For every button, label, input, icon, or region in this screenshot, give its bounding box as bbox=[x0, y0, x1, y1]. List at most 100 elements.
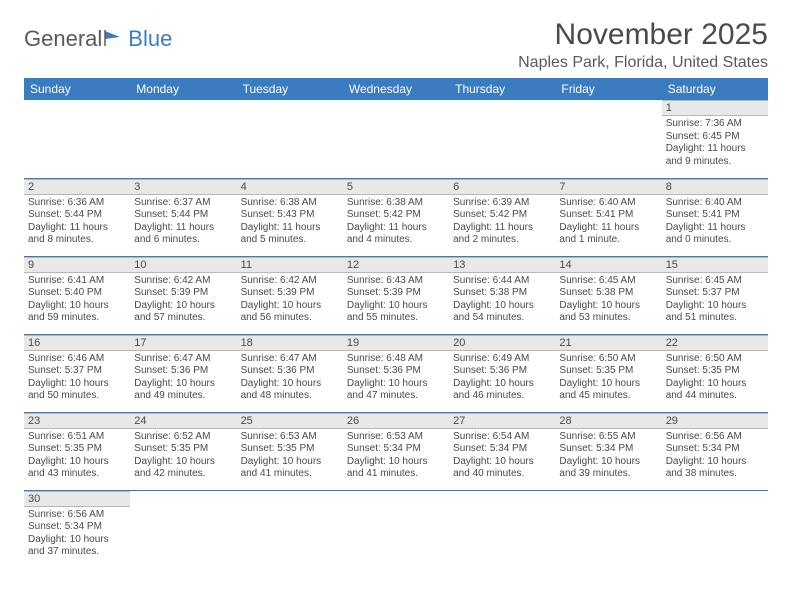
day-details: Sunrise: 6:44 AMSunset: 5:38 PMDaylight:… bbox=[449, 273, 555, 329]
sunset-line: Sunset: 5:35 PM bbox=[241, 443, 339, 456]
sunset-line: Sunset: 5:37 PM bbox=[666, 287, 764, 300]
calendar-day-cell bbox=[343, 490, 449, 568]
sunrise-line: Sunrise: 6:53 AM bbox=[347, 431, 445, 444]
day-number: 5 bbox=[343, 179, 449, 195]
sunset-line: Sunset: 5:37 PM bbox=[28, 365, 126, 378]
calendar-day-cell: 27Sunrise: 6:54 AMSunset: 5:34 PMDayligh… bbox=[449, 412, 555, 490]
calendar-day-cell bbox=[130, 490, 236, 568]
daylight-line: Daylight: 11 hours and 6 minutes. bbox=[134, 222, 232, 247]
day-number: 9 bbox=[24, 257, 130, 273]
day-number: 4 bbox=[237, 179, 343, 195]
page-header: General Blue November 2025 Naples Park, … bbox=[24, 18, 768, 72]
day-number: 23 bbox=[24, 413, 130, 429]
day-details: Sunrise: 6:42 AMSunset: 5:39 PMDaylight:… bbox=[237, 273, 343, 329]
calendar-day-cell bbox=[662, 490, 768, 568]
daylight-line: Daylight: 10 hours and 45 minutes. bbox=[559, 378, 657, 403]
sunrise-line: Sunrise: 6:39 AM bbox=[453, 197, 551, 210]
calendar-day-cell: 28Sunrise: 6:55 AMSunset: 5:34 PMDayligh… bbox=[555, 412, 661, 490]
daylight-line: Daylight: 10 hours and 40 minutes. bbox=[453, 456, 551, 481]
daylight-line: Daylight: 11 hours and 9 minutes. bbox=[666, 143, 764, 168]
day-number: 25 bbox=[237, 413, 343, 429]
daylight-line: Daylight: 11 hours and 4 minutes. bbox=[347, 222, 445, 247]
calendar-day-cell bbox=[237, 100, 343, 178]
day-number: 1 bbox=[662, 100, 768, 116]
daylight-line: Daylight: 10 hours and 57 minutes. bbox=[134, 300, 232, 325]
sunset-line: Sunset: 5:40 PM bbox=[28, 287, 126, 300]
calendar-day-cell: 24Sunrise: 6:52 AMSunset: 5:35 PMDayligh… bbox=[130, 412, 236, 490]
daylight-line: Daylight: 11 hours and 5 minutes. bbox=[241, 222, 339, 247]
sunset-line: Sunset: 5:42 PM bbox=[453, 209, 551, 222]
sunrise-line: Sunrise: 6:45 AM bbox=[559, 275, 657, 288]
day-number: 6 bbox=[449, 179, 555, 195]
sunset-line: Sunset: 5:35 PM bbox=[666, 365, 764, 378]
day-details: Sunrise: 6:37 AMSunset: 5:44 PMDaylight:… bbox=[130, 195, 236, 251]
sunset-line: Sunset: 5:38 PM bbox=[453, 287, 551, 300]
daylight-line: Daylight: 10 hours and 46 minutes. bbox=[453, 378, 551, 403]
calendar-day-cell: 20Sunrise: 6:49 AMSunset: 5:36 PMDayligh… bbox=[449, 334, 555, 412]
daylight-line: Daylight: 10 hours and 41 minutes. bbox=[241, 456, 339, 481]
calendar-day-cell: 5Sunrise: 6:38 AMSunset: 5:42 PMDaylight… bbox=[343, 178, 449, 256]
day-details: Sunrise: 6:40 AMSunset: 5:41 PMDaylight:… bbox=[555, 195, 661, 251]
sunrise-line: Sunrise: 6:46 AM bbox=[28, 353, 126, 366]
sunrise-line: Sunrise: 6:50 AM bbox=[559, 353, 657, 366]
sunrise-line: Sunrise: 6:49 AM bbox=[453, 353, 551, 366]
daylight-line: Daylight: 10 hours and 49 minutes. bbox=[134, 378, 232, 403]
day-number: 19 bbox=[343, 335, 449, 351]
daylight-line: Daylight: 10 hours and 47 minutes. bbox=[347, 378, 445, 403]
daylight-line: Daylight: 10 hours and 48 minutes. bbox=[241, 378, 339, 403]
calendar-day-cell: 8Sunrise: 6:40 AMSunset: 5:41 PMDaylight… bbox=[662, 178, 768, 256]
calendar-week-row: 9Sunrise: 6:41 AMSunset: 5:40 PMDaylight… bbox=[24, 256, 768, 334]
day-details: Sunrise: 6:40 AMSunset: 5:41 PMDaylight:… bbox=[662, 195, 768, 251]
day-details: Sunrise: 6:38 AMSunset: 5:43 PMDaylight:… bbox=[237, 195, 343, 251]
day-details: Sunrise: 6:52 AMSunset: 5:35 PMDaylight:… bbox=[130, 429, 236, 485]
day-header: Wednesday bbox=[343, 78, 449, 100]
sunrise-line: Sunrise: 6:43 AM bbox=[347, 275, 445, 288]
sunset-line: Sunset: 5:34 PM bbox=[347, 443, 445, 456]
sunrise-line: Sunrise: 6:45 AM bbox=[666, 275, 764, 288]
calendar-day-cell: 15Sunrise: 6:45 AMSunset: 5:37 PMDayligh… bbox=[662, 256, 768, 334]
sunrise-line: Sunrise: 6:42 AM bbox=[241, 275, 339, 288]
day-details: Sunrise: 6:50 AMSunset: 5:35 PMDaylight:… bbox=[662, 351, 768, 407]
day-number: 26 bbox=[343, 413, 449, 429]
sunset-line: Sunset: 5:42 PM bbox=[347, 209, 445, 222]
logo: General Blue bbox=[24, 26, 172, 52]
daylight-line: Daylight: 10 hours and 50 minutes. bbox=[28, 378, 126, 403]
sunrise-line: Sunrise: 6:40 AM bbox=[666, 197, 764, 210]
day-number: 10 bbox=[130, 257, 236, 273]
daylight-line: Daylight: 10 hours and 44 minutes. bbox=[666, 378, 764, 403]
calendar-day-cell: 29Sunrise: 6:56 AMSunset: 5:34 PMDayligh… bbox=[662, 412, 768, 490]
day-number: 13 bbox=[449, 257, 555, 273]
daylight-line: Daylight: 10 hours and 51 minutes. bbox=[666, 300, 764, 325]
day-header: Saturday bbox=[662, 78, 768, 100]
calendar-day-cell: 14Sunrise: 6:45 AMSunset: 5:38 PMDayligh… bbox=[555, 256, 661, 334]
day-details: Sunrise: 6:49 AMSunset: 5:36 PMDaylight:… bbox=[449, 351, 555, 407]
calendar-day-cell bbox=[343, 100, 449, 178]
daylight-line: Daylight: 10 hours and 55 minutes. bbox=[347, 300, 445, 325]
calendar-day-cell: 11Sunrise: 6:42 AMSunset: 5:39 PMDayligh… bbox=[237, 256, 343, 334]
day-details: Sunrise: 6:45 AMSunset: 5:38 PMDaylight:… bbox=[555, 273, 661, 329]
calendar-table: SundayMondayTuesdayWednesdayThursdayFrid… bbox=[24, 78, 768, 568]
sunrise-line: Sunrise: 6:38 AM bbox=[241, 197, 339, 210]
sunset-line: Sunset: 5:36 PM bbox=[241, 365, 339, 378]
calendar-week-row: 2Sunrise: 6:36 AMSunset: 5:44 PMDaylight… bbox=[24, 178, 768, 256]
sunrise-line: Sunrise: 6:41 AM bbox=[28, 275, 126, 288]
day-header: Friday bbox=[555, 78, 661, 100]
day-details: Sunrise: 6:38 AMSunset: 5:42 PMDaylight:… bbox=[343, 195, 449, 251]
daylight-line: Daylight: 10 hours and 41 minutes. bbox=[347, 456, 445, 481]
sunrise-line: Sunrise: 6:56 AM bbox=[666, 431, 764, 444]
daylight-line: Daylight: 11 hours and 2 minutes. bbox=[453, 222, 551, 247]
day-details: Sunrise: 6:41 AMSunset: 5:40 PMDaylight:… bbox=[24, 273, 130, 329]
calendar-day-cell bbox=[449, 100, 555, 178]
sunset-line: Sunset: 6:45 PM bbox=[666, 131, 764, 144]
sunrise-line: Sunrise: 6:51 AM bbox=[28, 431, 126, 444]
day-number: 3 bbox=[130, 179, 236, 195]
day-header: Tuesday bbox=[237, 78, 343, 100]
day-details: Sunrise: 6:48 AMSunset: 5:36 PMDaylight:… bbox=[343, 351, 449, 407]
daylight-line: Daylight: 11 hours and 0 minutes. bbox=[666, 222, 764, 247]
calendar-day-cell: 7Sunrise: 6:40 AMSunset: 5:41 PMDaylight… bbox=[555, 178, 661, 256]
day-number: 11 bbox=[237, 257, 343, 273]
sunrise-line: Sunrise: 6:47 AM bbox=[134, 353, 232, 366]
day-details: Sunrise: 6:53 AMSunset: 5:34 PMDaylight:… bbox=[343, 429, 449, 485]
sunset-line: Sunset: 5:34 PM bbox=[28, 521, 126, 534]
logo-text-2: Blue bbox=[128, 26, 172, 52]
